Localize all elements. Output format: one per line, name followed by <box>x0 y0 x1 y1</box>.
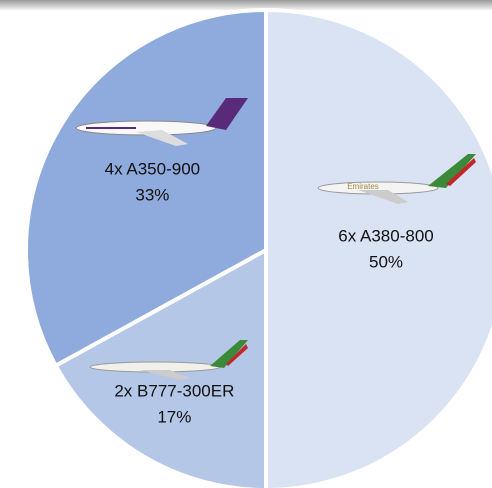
pie-slice <box>264 8 492 488</box>
plane-icons: Emirates <box>75 98 476 380</box>
slice-label: 6x A380-800 <box>338 226 433 245</box>
slice-label: 2x B777-300ER <box>114 381 234 400</box>
plane-a380: Emirates <box>317 154 476 204</box>
pie-slice <box>24 8 268 368</box>
slice-value: 33% <box>135 185 169 204</box>
labels: 6x A380-800 50% 2x B777-300ER 17% 4x A350-90… <box>105 159 434 426</box>
slice-value: 17% <box>157 407 191 426</box>
plane-b777 <box>89 340 248 380</box>
slice-label: 4x A350-900 <box>105 159 200 178</box>
svg-text:Emirates: Emirates <box>347 182 379 191</box>
pie <box>24 8 492 488</box>
slice-value: 50% <box>369 252 403 271</box>
top-bar <box>0 0 492 10</box>
plane-a350 <box>75 98 248 146</box>
